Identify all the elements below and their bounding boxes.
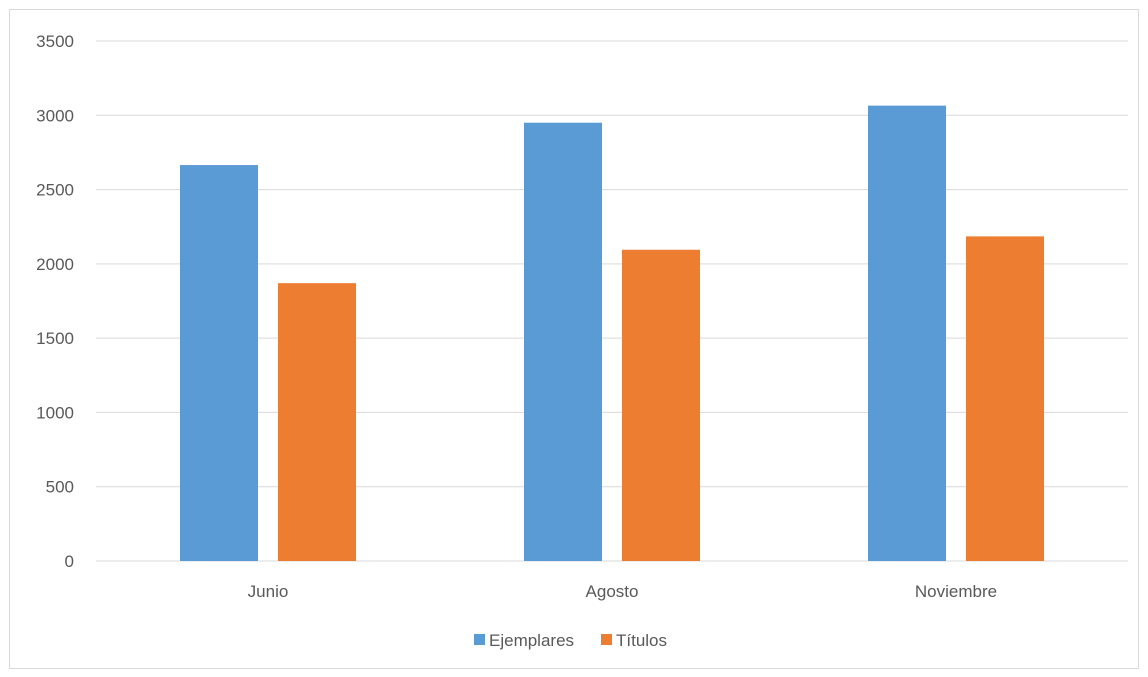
x-axis-category-labels: Junio Agosto Noviembre [248,582,997,601]
y-tick-label: 0 [65,552,74,571]
legend-label: Títulos [616,631,667,650]
bar-t-tulos-junio [278,283,356,561]
legend: Ejemplares Títulos [474,631,667,650]
bar-ejemplares-agosto [524,122,602,561]
legend-swatch [474,634,485,645]
y-tick-label: 500 [46,478,74,497]
gridlines [96,40,1128,562]
x-category-label: Noviembre [915,582,997,601]
y-tick-label: 2500 [36,181,74,200]
bar-t-tulos-noviembre [966,236,1044,561]
x-category-label: Junio [248,582,289,601]
bars [180,105,1044,562]
bar-ejemplares-noviembre [868,105,946,561]
y-tick-label: 3500 [36,32,74,51]
y-tick-label: 3000 [36,106,74,125]
y-tick-label: 1500 [36,329,74,348]
bar-t-tulos-agosto [622,249,700,561]
x-category-label: Agosto [586,582,639,601]
y-tick-label: 2000 [36,255,74,274]
bar-ejemplares-junio [180,165,258,562]
y-tick-label: 1000 [36,403,74,422]
legend-label: Ejemplares [489,631,574,650]
y-axis-tick-labels: 0 500 1000 1500 2000 2500 3000 3500 [36,32,74,571]
legend-swatch [601,634,612,645]
